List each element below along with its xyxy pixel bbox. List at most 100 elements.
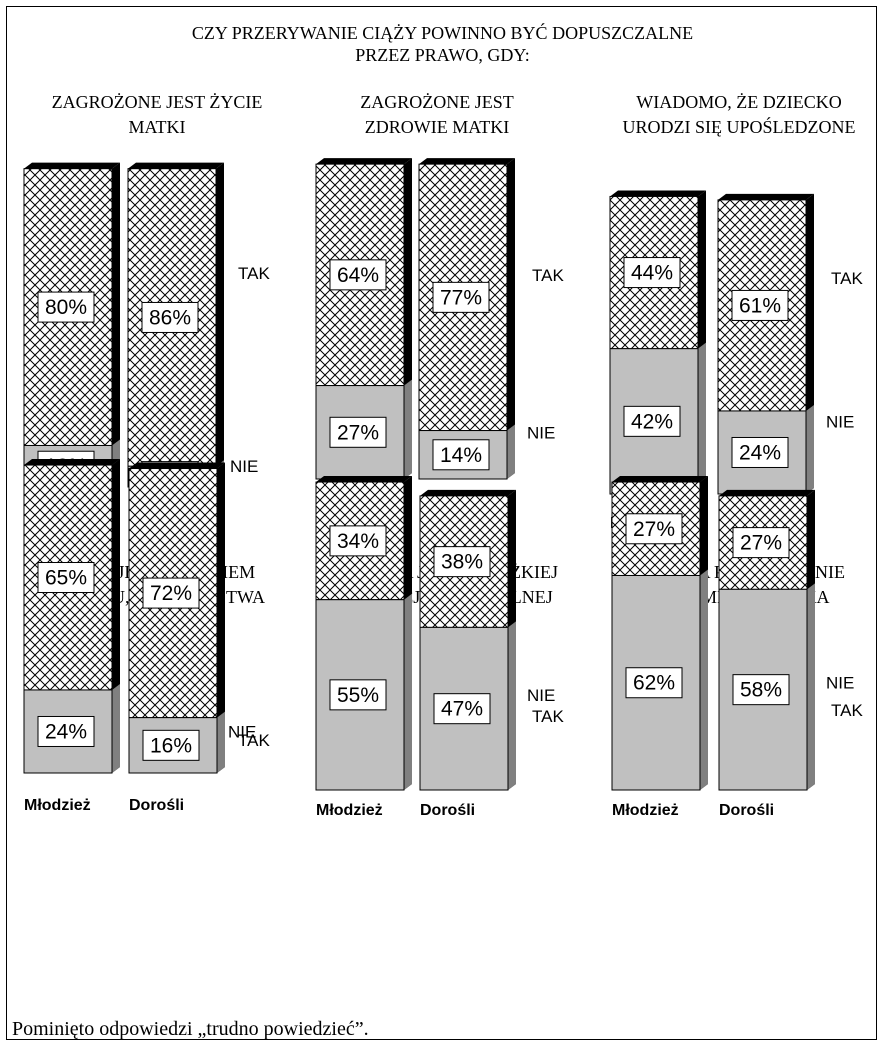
bars-layer: 80%12%Młodzież86%6%DorośliTAKNIE64%27%Mł… bbox=[23, 158, 863, 819]
bar-side-nie-4-1 bbox=[112, 683, 120, 773]
bar-side-nie-3-2 bbox=[806, 404, 814, 494]
bar-top-3-2 bbox=[718, 193, 814, 200]
series-label-nie-3: NIE bbox=[826, 412, 854, 431]
series-label-tak-4: TAK bbox=[238, 731, 270, 750]
series-label-nie-6: NIE bbox=[826, 674, 854, 693]
value-label-box-nie-3-1 bbox=[623, 405, 681, 437]
bar-top-3-1 bbox=[610, 190, 706, 197]
panel-3-title-line-1: WIADOMO, ŻE DZIECKO bbox=[636, 92, 842, 112]
category-label-4-2: Dorośli bbox=[129, 797, 184, 814]
bar-side-2-2 bbox=[507, 158, 515, 479]
series-label-tak-2: TAK bbox=[532, 266, 564, 285]
series-label-tak-5: TAK bbox=[532, 707, 564, 726]
value-label-tak-3-2: 61% bbox=[739, 294, 781, 317]
value-label-nie-5-1: 55% bbox=[337, 684, 379, 707]
value-label-box-tak-6-2 bbox=[732, 527, 790, 559]
bar-top-2-1 bbox=[316, 158, 412, 165]
value-label-box-tak-6-1 bbox=[625, 513, 683, 545]
value-label-box-nie-2-1 bbox=[329, 416, 387, 448]
value-label-nie-5-2: 47% bbox=[441, 698, 483, 721]
value-label-box-tak-4-1 bbox=[37, 562, 95, 594]
bar-top-6-2 bbox=[719, 489, 815, 496]
bar-top-1-1 bbox=[24, 162, 120, 169]
value-label-box-nie-5-2 bbox=[433, 693, 491, 725]
series-label-nie-5: NIE bbox=[527, 686, 555, 705]
series-label-nie-4: NIE bbox=[228, 722, 256, 741]
panel-2-title-line-1: ZAGROŻONE JEST bbox=[360, 92, 514, 112]
series-label-tak-3: TAK bbox=[831, 269, 863, 288]
chart-panel-5: 34% 55% Młodzież 38% 47% Dorośli TAK NIE bbox=[315, 476, 564, 819]
bar-top-5-2 bbox=[420, 489, 516, 496]
bar-side-4-2 bbox=[217, 462, 225, 773]
footnote: Pominięto odpowiedzi „trudno powiedzieć”… bbox=[12, 1018, 369, 1040]
panel-3-title: WIADOMO, ŻE DZIECKO URODZI SIĘ UPOŚLEDZO… bbox=[594, 90, 884, 140]
value-label-box-tak-3-2 bbox=[731, 289, 789, 321]
value-label-box-tak-2-1 bbox=[329, 259, 387, 291]
value-label-box-tak-2-2 bbox=[432, 281, 490, 313]
value-label-box-nie-2-2 bbox=[432, 439, 490, 471]
panel-1-title-line-2: MATKI bbox=[128, 117, 186, 137]
value-label-tak-5-2: 38% bbox=[441, 551, 483, 574]
series-label-tak-6: TAK bbox=[831, 701, 863, 720]
value-label-nie-2-1: 27% bbox=[337, 421, 379, 444]
bar-side-1-2 bbox=[216, 162, 224, 487]
category-label-5-2: Dorośli bbox=[420, 802, 475, 819]
bar-side-nie-6-1 bbox=[700, 569, 708, 790]
bar-top-1-2 bbox=[128, 162, 224, 169]
value-label-box-nie-4-1 bbox=[37, 715, 95, 747]
value-label-tak-1-2: 86% bbox=[149, 306, 191, 329]
value-label-box-tak-4-2 bbox=[142, 577, 200, 609]
panel-2-title: ZAGROŻONE JEST ZDROWIE MATKI bbox=[302, 90, 572, 140]
bar-side-nie-2-1 bbox=[404, 379, 412, 479]
value-label-nie-3-2: 24% bbox=[739, 441, 781, 464]
bar-side-nie-5-1 bbox=[404, 593, 412, 790]
main-title: CZY PRZERYWANIE CIĄŻY POWINNO BYĆ DOPUSZ… bbox=[0, 22, 885, 66]
value-label-tak-2-1: 64% bbox=[337, 264, 379, 287]
value-label-box-nie-5-1 bbox=[329, 679, 387, 711]
bar-side-nie-6-2 bbox=[807, 583, 815, 790]
series-label-nie-2: NIE bbox=[527, 423, 555, 442]
bar-side-nie-2-2 bbox=[507, 424, 515, 479]
panel-1-title-line-1: ZAGROŻONE JEST ŻYCIE bbox=[51, 92, 263, 112]
value-label-tak-5-1: 34% bbox=[337, 530, 379, 553]
bar-side-nie-3-1 bbox=[698, 342, 706, 494]
value-label-nie-6-2: 58% bbox=[740, 679, 782, 702]
value-label-box-tak-1-2 bbox=[141, 301, 199, 333]
bar-side-1-1 bbox=[112, 162, 120, 487]
bar-top-4-2 bbox=[129, 462, 225, 469]
bar-top-2-2 bbox=[419, 158, 515, 165]
value-label-tak-1-1: 80% bbox=[45, 296, 87, 319]
bar-top-5-1 bbox=[316, 476, 412, 483]
category-label-4-1: Młodzież bbox=[24, 797, 91, 814]
category-label-6-1: Młodzież bbox=[612, 802, 679, 819]
value-label-tak-6-2: 27% bbox=[740, 532, 782, 555]
value-label-box-nie-3-2 bbox=[731, 436, 789, 468]
value-label-nie-4-2: 16% bbox=[150, 734, 192, 757]
value-label-box-nie-6-2 bbox=[732, 674, 790, 706]
panel-2-title-line-2: ZDROWIE MATKI bbox=[364, 117, 510, 137]
panel-3-title-line-2: URODZI SIĘ UPOŚLEDZONE bbox=[622, 117, 856, 137]
value-label-nie-3-1: 42% bbox=[631, 410, 673, 433]
bar-side-nie-5-2 bbox=[508, 621, 516, 790]
value-label-tak-6-1: 27% bbox=[633, 518, 675, 541]
value-label-nie-4-1: 24% bbox=[45, 720, 87, 743]
bar-top-4-1 bbox=[24, 459, 120, 466]
value-label-tak-4-1: 65% bbox=[45, 567, 87, 590]
category-label-6-2: Dorośli bbox=[719, 802, 774, 819]
value-label-box-tak-5-1 bbox=[329, 525, 387, 557]
value-label-tak-3-1: 44% bbox=[631, 262, 673, 285]
value-label-box-tak-5-2 bbox=[433, 546, 491, 578]
value-label-nie-2-2: 14% bbox=[440, 444, 482, 467]
series-label-tak-1: TAK bbox=[238, 264, 270, 283]
category-label-5-1: Młodzież bbox=[316, 802, 383, 819]
value-label-box-tak-3-1 bbox=[623, 257, 681, 289]
value-label-box-nie-6-1 bbox=[625, 667, 683, 699]
panel-1-title: ZAGROŻONE JEST ŻYCIE MATKI bbox=[12, 90, 302, 140]
series-label-nie-1: NIE bbox=[230, 457, 258, 476]
value-label-box-nie-4-2 bbox=[142, 729, 200, 761]
bar-top-6-1 bbox=[612, 476, 708, 483]
